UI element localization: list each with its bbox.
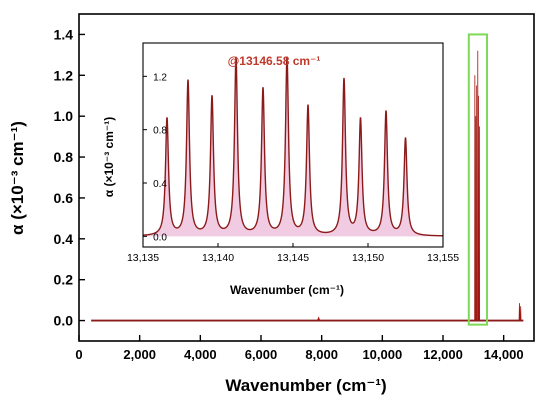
main-x-tick-label: 12,000 (423, 347, 463, 362)
main-peak (519, 306, 522, 321)
highlight-box (467, 33, 488, 326)
main-y-ticks: 0.0 0.2 0.4 0.6 0.8 1.0 1.2 1.4 (54, 26, 85, 329)
inset-y-tick-label: 0.0 (153, 232, 167, 243)
inset-chart: 13,135 13,140 13,145 13,150 13,155 0.0 0.4 0.8… (102, 42, 459, 297)
main-x-tick-label: 4,000 (184, 347, 217, 362)
main-y-axis-label: α (×10⁻³ cm⁻¹) (8, 121, 27, 235)
inset-y-tick-label: 0.4 (153, 179, 167, 190)
inset-x-tick-label: 13,135 (127, 252, 159, 264)
inset-annotation: @13146.58 cm⁻¹ (228, 54, 321, 68)
inset-x-tick-label: 13,150 (352, 252, 384, 264)
main-x-axis-label: Wavenumber (cm⁻¹) (225, 376, 386, 395)
main-y-tick-label: 0.4 (54, 231, 74, 247)
inset-y-tick-label: 0.8 (153, 126, 167, 137)
inset-x-tick-label: 13,155 (427, 252, 459, 264)
main-peak (518, 303, 521, 321)
main-axes (78, 13, 535, 342)
main-x-tick-label: 10,000 (362, 347, 402, 362)
main-y-tick-label: 0.0 (54, 313, 74, 329)
main-x-tick-label: 8,000 (305, 347, 338, 362)
main-x-tick-label: 2,000 (123, 347, 156, 362)
main-y-tick-label: 0.2 (54, 272, 74, 288)
inset-y-tick-label: 1.2 (153, 72, 167, 83)
main-y-tick-label: 1.2 (54, 67, 74, 83)
inset-x-tick-label: 13,145 (277, 252, 309, 264)
main-highlight (467, 33, 488, 326)
main-x-ticks: 0 2,000 4,000 6,000 8,000 10,000 12,000 14,000 (75, 335, 524, 362)
main-x-tick-label: 6,000 (245, 347, 278, 362)
inset-x-tick-label: 13,140 (202, 252, 234, 264)
inset-spectrum-line (142, 56, 443, 237)
inset-line (142, 56, 443, 237)
main-x-tick-label: 0 (75, 347, 82, 362)
main-x-tick-label: 14,000 (484, 347, 524, 362)
main-y-tick-label: 0.8 (54, 149, 74, 165)
main-y-tick-label: 1.4 (54, 26, 74, 42)
main-y-tick-label: 0.6 (54, 190, 74, 206)
inset-y-axis-label: α (×10⁻³ cm⁻¹) (102, 117, 116, 197)
main-y-tick-label: 1.0 (54, 108, 74, 124)
inset-x-axis-label: Wavenumber (cm⁻¹) (230, 283, 344, 297)
inset-y-ticks: 0.0 0.4 0.8 1.2 (143, 72, 167, 243)
main-plot-frame (78, 13, 535, 342)
inset-x-ticks: 13,135 13,140 13,145 13,150 13,155 (127, 243, 459, 264)
